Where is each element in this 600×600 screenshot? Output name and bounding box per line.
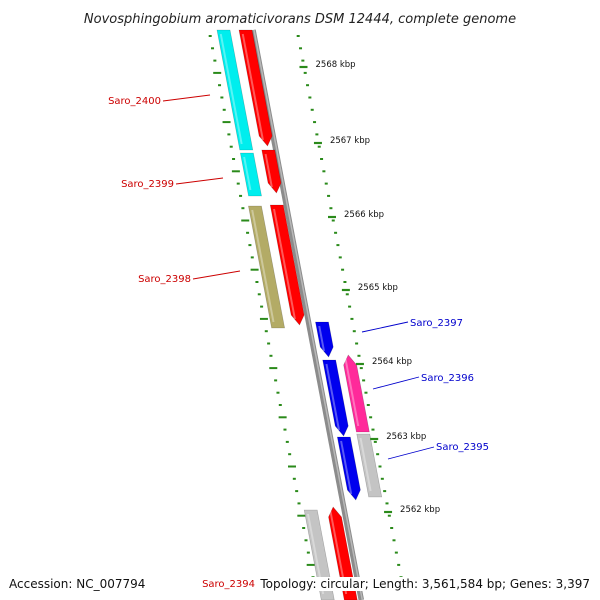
gene-red-2398-sheen: [273, 208, 296, 320]
gene-label: Saro_2396: [421, 373, 474, 384]
kbp-scale-labels: 2568 kbp 2567 kbp 2566 kbp 2565 kbp 2564 kbp…: [299, 60, 440, 515]
gene-label-leader: [175, 177, 224, 185]
kbp-label: 2563 kbp: [386, 432, 426, 442]
gene-features: [216, 29, 383, 600]
kbp-label: 2568 kbp: [316, 60, 356, 70]
gene-label-leader: [387, 446, 435, 460]
gene-cyan-2399-sheen: [243, 156, 252, 191]
accession-text: Accession: NC_007794: [9, 577, 146, 591]
gene-magenta-2396: [343, 354, 370, 433]
gene-cyan-2400: [216, 29, 254, 151]
gene-label-leader: [192, 270, 241, 280]
backbone-line: [250, 29, 365, 600]
gene-label: Saro_2400: [108, 96, 161, 107]
gene-blue-2396: [322, 359, 349, 437]
kbp-label: 2564 kbp: [372, 357, 412, 367]
gene-olive-2398: [248, 205, 285, 329]
genome-backbone: [250, 29, 365, 600]
gene-gray-2395-sheen: [359, 437, 372, 492]
scale-ticks: [208, 35, 405, 591]
gene-label: Saro_2394: [202, 579, 255, 590]
kbp-label: 2566 kbp: [344, 210, 384, 220]
gene-blue-2397-sheen: [318, 325, 325, 352]
gene-red-2399-sheen: [264, 153, 273, 188]
gene-red-2398: [269, 204, 305, 326]
backbone-highlight: [253, 29, 364, 600]
gene-cyan-2399: [240, 152, 262, 197]
gene-label-leader: [162, 94, 211, 102]
gene-magenta-2396-sheen: [344, 358, 360, 427]
gene-blue-2395-sheen: [340, 440, 353, 495]
kbp-label: 2562 kbp: [400, 505, 440, 515]
topology-text: Topology: circular; Length: 3,561,584 bp…: [260, 577, 590, 591]
gene-label: Saro_2395: [436, 442, 489, 453]
gene-label: Saro_2399: [121, 179, 174, 190]
kbp-label: 2565 kbp: [358, 283, 398, 293]
gene-labels: Saro_2400 Saro_2399 Saro_2398 Saro_2397 Saro…: [108, 96, 489, 590]
gene-label-leader: [372, 376, 420, 390]
gene-olive-2398-sheen: [251, 209, 275, 323]
gene-red-2400: [238, 29, 273, 147]
gene-blue-2397: [315, 321, 334, 358]
genome-title: Novosphingobium aromaticivorans DSM 1244…: [84, 12, 516, 27]
label-leader-lines: [162, 94, 435, 460]
gene-label: Saro_2397: [410, 318, 463, 329]
gene-blue-2396-sheen: [325, 363, 340, 431]
gene-blue-2395: [336, 436, 361, 501]
gene-label-leader: [361, 321, 409, 333]
gene-cyan-2400-sheen: [219, 33, 243, 145]
gene-gray-2395: [356, 433, 383, 498]
kbp-label: 2567 kbp: [330, 136, 370, 146]
gene-red-2400-sheen: [241, 33, 264, 141]
gene-red-2399: [261, 149, 282, 194]
gene-label: Saro_2398: [138, 274, 191, 285]
